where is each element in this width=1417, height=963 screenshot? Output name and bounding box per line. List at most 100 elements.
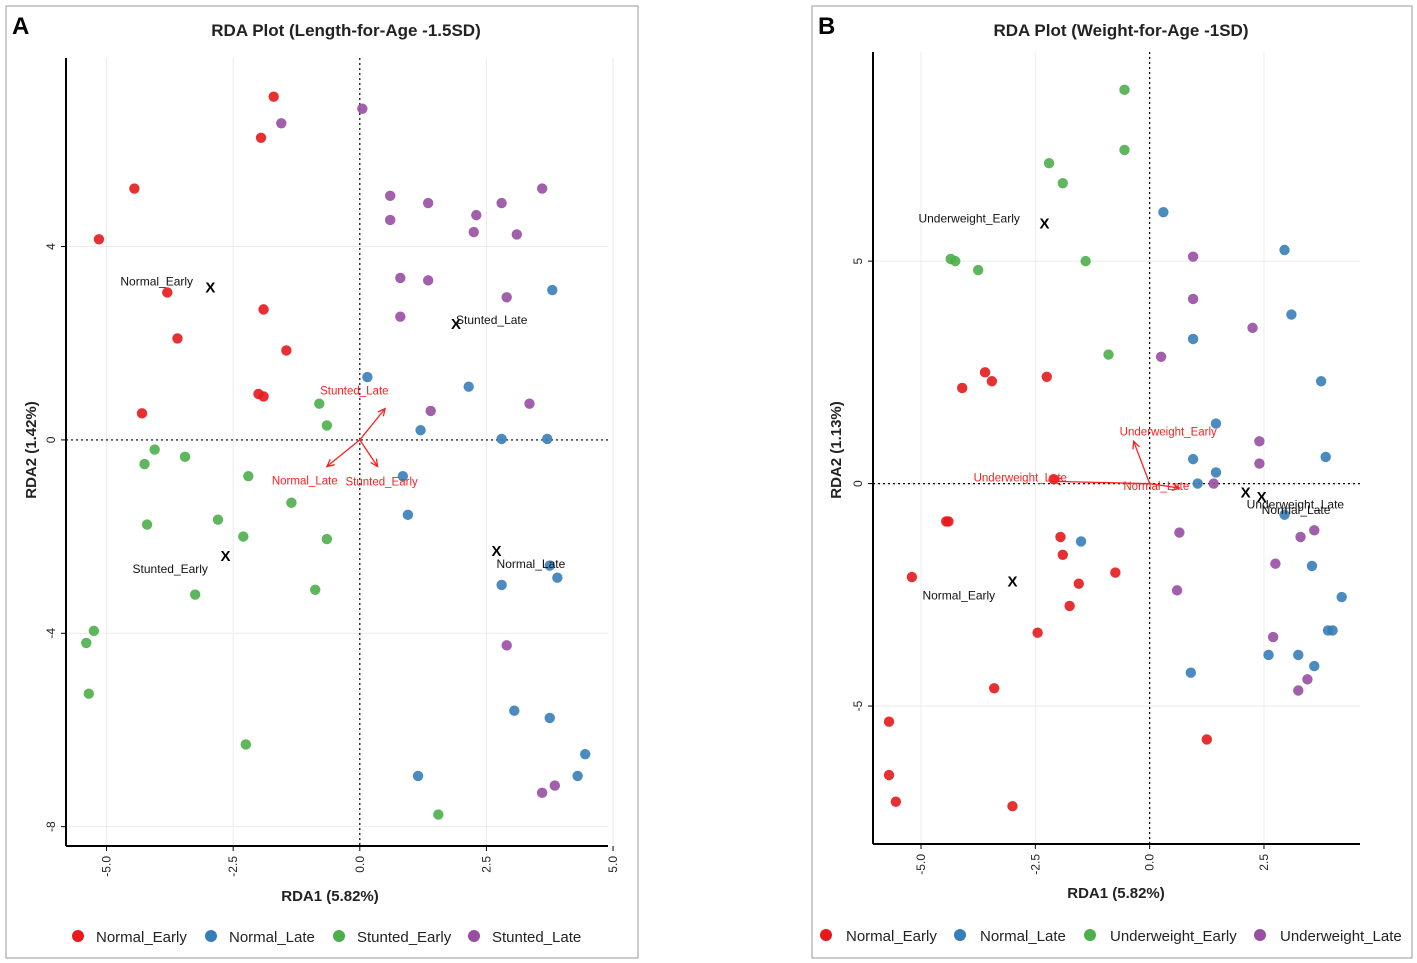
point-stunted-early: [149, 444, 160, 455]
series-stunted-early: [81, 398, 444, 820]
panel-a-plot-area: -5.0 -2.5 0.0 2.5 5.0 4 0 -4 -8 Stunted_Late Norma…: [44, 58, 620, 877]
point-normal-late: [1336, 591, 1347, 603]
point-normal-late: [1293, 649, 1304, 661]
point-stunted-early: [243, 470, 254, 482]
point-normal-late: [509, 705, 520, 716]
point-stunted-early: [83, 688, 94, 699]
point-normal-early: [1041, 371, 1052, 383]
point-normal-late: [1279, 244, 1290, 256]
point-underweight-early: [1103, 349, 1114, 360]
point-normal-late: [412, 770, 424, 782]
centroid-label-normal-late: Normal_Late: [497, 557, 566, 571]
point-normal-early: [281, 345, 292, 356]
arrow-head: [377, 407, 387, 417]
point-normal-early: [906, 571, 918, 583]
point-normal-early: [1007, 800, 1018, 812]
point-normal-late: [1210, 418, 1222, 429]
point-normal-early: [162, 287, 173, 298]
point-underweight-late: [1270, 558, 1281, 569]
y-tick-label: 4: [44, 243, 58, 250]
point-normal-late: [496, 433, 507, 445]
point-normal-late: [544, 712, 555, 724]
arrow-label-underweight-late: Underweight_Late: [974, 472, 1067, 484]
point-normal-late: [496, 579, 507, 591]
point-normal-early: [883, 716, 895, 727]
legend-a-swatch-normal-late: [205, 930, 217, 942]
arrow-head: [1132, 439, 1140, 450]
series-normal-early: [93, 91, 292, 419]
point-underweight-early: [1080, 255, 1091, 267]
point-normal-early: [1032, 627, 1043, 638]
point-normal-late: [463, 381, 474, 392]
point-normal-late: [415, 425, 426, 436]
point-normal-early: [129, 183, 140, 194]
legend-b-swatch-underweight-late: [1254, 929, 1266, 941]
point-normal-late: [1075, 536, 1087, 547]
point-stunted-early: [286, 497, 297, 508]
point-stunted-late: [395, 272, 406, 284]
point-normal-late: [580, 748, 591, 760]
point-normal-late: [1187, 333, 1199, 345]
arrow-label-normal-late: Normal_Late: [1123, 481, 1189, 493]
legend-a-swatch-normal-early: [72, 930, 84, 942]
point-normal-early: [1057, 549, 1068, 560]
point-stunted-late: [276, 118, 287, 129]
arrow-underweight-early: [1133, 441, 1151, 484]
panel-a-title: RDA Plot (Length-for-Age -1.5SD): [211, 21, 480, 40]
point-normal-late: [1306, 560, 1318, 572]
arrow-head: [1052, 477, 1062, 486]
arrow-label-normal-late: Normal_Late: [272, 476, 338, 488]
y-tick-label: 0: [851, 480, 865, 487]
point-stunted-late: [357, 103, 368, 114]
point-underweight-early: [1043, 158, 1055, 169]
y-tick-label: 0: [44, 436, 58, 443]
x-tick-label: -2.5: [226, 856, 240, 877]
point-normal-late: [552, 572, 563, 583]
point-normal-early: [890, 796, 902, 807]
legend-a-label-normal-early: Normal_Early: [96, 929, 187, 946]
x-tick-label: -2.5: [1028, 854, 1042, 875]
arrow-normal-late: [1149, 482, 1180, 489]
centroid-label-stunted-late: Stunted_Late: [456, 313, 528, 327]
point-stunted-late: [422, 275, 434, 286]
point-underweight-late: [1171, 585, 1183, 596]
y-tick-label: -5: [851, 700, 865, 711]
panel-a-x-axis-label: RDA1 (5.82%): [281, 888, 379, 905]
point-normal-late: [1320, 451, 1331, 463]
centroid-label-stunted-early: Stunted_Early: [133, 562, 208, 576]
point-stunted-early: [433, 809, 444, 820]
panel-a-legend: Normal_Early Normal_Late Stunted_Early S…: [72, 929, 581, 946]
point-stunted-early: [88, 625, 100, 637]
point-normal-late: [1192, 478, 1203, 489]
point-normal-early: [1110, 567, 1121, 578]
point-normal-early: [988, 683, 1000, 694]
point-normal-early: [883, 769, 895, 781]
arrow-label-underweight-early: Underweight_Early: [1120, 426, 1217, 438]
centroid-marker-stunted-early: X: [221, 548, 231, 565]
point-stunted-early: [310, 584, 321, 595]
arrow-label-stunted-late: Stunted_Late: [320, 385, 388, 397]
x-tick-label: -5.0: [914, 854, 928, 875]
centroid-marker-normal-late: X: [492, 543, 502, 560]
centroid-label-underweight-late: Underweight_Late: [1247, 497, 1345, 511]
arrow-head: [370, 458, 379, 468]
point-normal-late: [1210, 467, 1222, 478]
point-normal-early: [956, 382, 968, 394]
point-underweight-late: [1247, 322, 1258, 334]
panel-a-letter: A: [12, 13, 29, 40]
point-stunted-early: [314, 398, 325, 409]
y-tick-label: 5: [851, 257, 865, 264]
point-normal-late: [544, 560, 555, 571]
point-normal-early: [255, 132, 267, 143]
panel-b: B RDA Plot (Weight-for-Age -1SD) -5.0 -2.…: [811, 5, 1413, 959]
point-stunted-late: [468, 226, 479, 238]
legend-a-label-normal-late: Normal_Late: [229, 929, 315, 946]
point-stunted-late: [425, 405, 436, 417]
point-underweight-late: [1267, 631, 1279, 643]
point-stunted-early: [81, 637, 92, 649]
centroid-marker-normal-late: X: [1257, 489, 1267, 506]
point-underweight-late: [1187, 293, 1199, 305]
point-stunted-early: [240, 739, 252, 750]
arrow-underweight-late: [1053, 480, 1150, 485]
point-normal-early: [1064, 600, 1075, 612]
